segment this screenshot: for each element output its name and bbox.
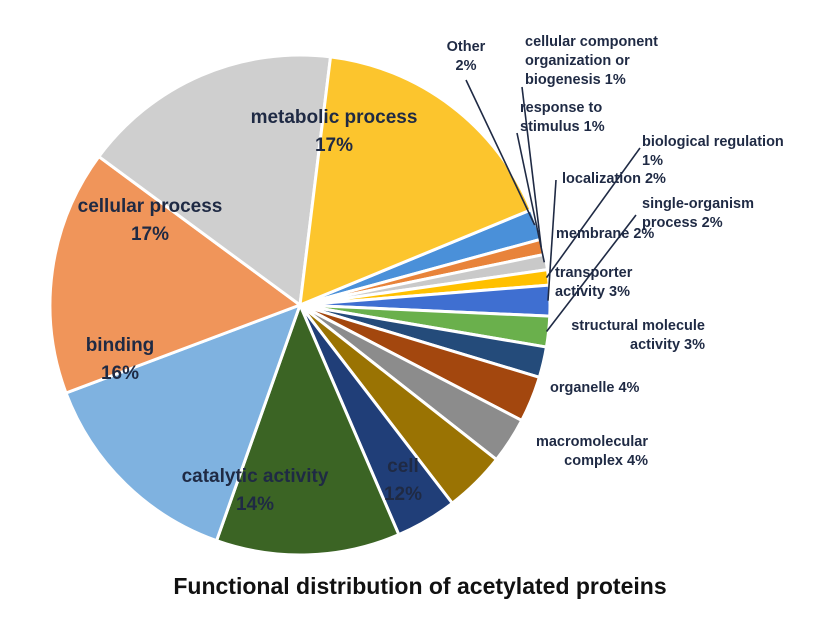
slice-label-cell: cell 12% <box>384 456 422 505</box>
leader-line-response-to-stimulus <box>516 132 546 263</box>
pie-slice-cell <box>215 303 401 557</box>
pie-chart: Other 2% cellular component organization or… <box>48 34 784 557</box>
slice-label-transporter-activity: transporter activity 3% <box>555 265 633 300</box>
leader-line-cellular-component <box>521 86 542 248</box>
slice-label-biological-regulation: biological regulation 1% <box>642 134 784 169</box>
pie-slice-catalytic-activity <box>64 303 302 543</box>
pie-slice-binding <box>48 155 302 395</box>
slice-label-cellular-process: cellular process 17% <box>78 196 223 245</box>
slice-label-structural-molecule-activity: structural molecule activity 3% <box>571 318 705 353</box>
slice-label-cellular-component: cellular component organization or biogene… <box>525 34 658 88</box>
pie-slice-cellular-process <box>97 53 333 307</box>
slice-label-response-to-stimulus: response to stimulus 1% <box>520 100 605 135</box>
slice-label-other: Other 2% <box>447 39 486 74</box>
leader-line-localization <box>547 179 557 301</box>
slice-label-organelle: organelle 4% <box>550 380 640 396</box>
slice-label-single-organism-process: single-organism process 2% <box>642 196 754 231</box>
slice-label-localization: localization 2% <box>562 171 666 187</box>
leader-line-other <box>465 79 536 226</box>
pie-slice-metabolic-process <box>298 55 533 307</box>
slice-label-metabolic-process: metabolic process 17% <box>251 107 418 156</box>
slice-label-membrane: membrane 2% <box>556 226 654 242</box>
slice-label-macromolecular-complex: macromolecular complex 4% <box>536 434 648 469</box>
leader-line-biological-regulation <box>545 147 641 279</box>
chart-title: Functional distribution of acetylated pr… <box>173 573 667 599</box>
leader-line-single-organism-process <box>545 214 637 332</box>
slice-label-catalytic-activity: catalytic activity 14% <box>182 466 329 515</box>
slice-label-binding: binding 16% <box>86 335 155 384</box>
